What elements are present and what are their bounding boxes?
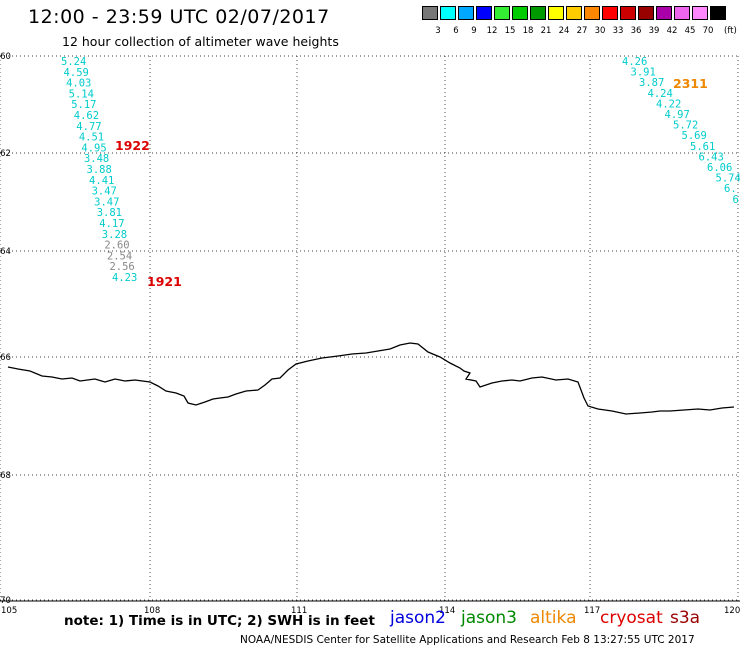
- wave-height-value: 2.60: [104, 240, 129, 252]
- wave-height-value: 3.91: [631, 67, 656, 79]
- wave-height-value: 6.06: [707, 162, 732, 174]
- scale-swatch: [584, 6, 600, 20]
- wave-height-value: 5.74: [716, 173, 740, 185]
- scale-label: 3: [435, 26, 441, 36]
- scale-swatch: [620, 6, 636, 20]
- scale-swatch: [530, 6, 546, 20]
- wave-height-value: 5.69: [682, 130, 707, 142]
- antarctic-coastline: [7, 342, 735, 415]
- wave-height-value: 3.88: [87, 164, 112, 176]
- wave-height-value: 2.54: [107, 250, 132, 262]
- scale-swatch: [692, 6, 708, 20]
- wave-height-value: 3.48: [84, 153, 109, 165]
- wave-height-value: 4.51: [79, 132, 104, 144]
- wave-height-value: 5.14: [69, 88, 94, 100]
- scale-swatch: [548, 6, 564, 20]
- lon-label: 111: [291, 606, 307, 616]
- wave-height-value: 4.24: [648, 88, 673, 100]
- lat-label: -60: [0, 52, 11, 62]
- scale-swatch: [494, 6, 510, 20]
- lat-label: -68: [0, 471, 11, 481]
- map-area: [0, 56, 740, 606]
- wave-height-value: 4.95: [81, 142, 106, 154]
- scale-label: 27: [576, 26, 588, 36]
- wave-height-value: 4.17: [99, 218, 124, 230]
- wave-height-value: 5.24: [61, 56, 86, 68]
- lat-label: -66: [0, 353, 11, 363]
- legend-altika: altika: [530, 608, 577, 628]
- wave-height-value: 3.28: [102, 229, 127, 241]
- scale-swatch: [476, 6, 492, 20]
- footer-credit: NOAA/NESDIS Center for Satellite Applica…: [240, 634, 695, 646]
- wave-height-value: 4.62: [74, 110, 99, 122]
- scale-label: 12: [486, 26, 498, 36]
- scale-label: 24: [558, 26, 570, 36]
- scale-label: 42: [666, 26, 678, 36]
- wave-height-value: 3.47: [92, 186, 117, 198]
- lon-label: 120: [724, 606, 740, 616]
- track-label-1922: 1922: [115, 138, 150, 153]
- wave-height-value: 3.47: [94, 196, 119, 208]
- wave-height-value: 4.22: [656, 98, 681, 110]
- lon-label: 105: [1, 606, 17, 616]
- scale-swatch: [458, 6, 474, 20]
- scale-swatch: [638, 6, 654, 20]
- scale-swatch: [710, 6, 726, 20]
- legend-jason3: jason3: [461, 608, 517, 628]
- lat-label: -62: [0, 149, 11, 159]
- scale-swatch: [674, 6, 690, 20]
- wave-height-value: 3.81: [97, 207, 122, 219]
- scale-label: 30: [594, 26, 606, 36]
- map-subtitle: 12 hour collection of altimeter wave hei…: [62, 34, 339, 49]
- map-title: 12:00 - 23:59 UTC 02/07/2017: [28, 6, 330, 28]
- wave-height-value: 6.43: [699, 151, 724, 163]
- scale-label: 39: [648, 26, 660, 36]
- scale-label: 36: [630, 26, 642, 36]
- wave-height-value: 6: [733, 194, 739, 206]
- wave-height-value: 5.17: [71, 99, 96, 111]
- wave-height-value: 2.56: [109, 261, 134, 273]
- note-text: note: 1) Time is in UTC; 2) SWH is in fe…: [64, 613, 375, 629]
- scale-swatch: [422, 6, 438, 20]
- scale-label: 18: [522, 26, 534, 36]
- scale-label: 9: [471, 26, 477, 36]
- wave-height-value: 4.77: [76, 121, 101, 133]
- legend-cryosat: cryosat: [600, 608, 663, 628]
- lat-label: -64: [0, 247, 11, 257]
- scale-label: 33: [612, 26, 624, 36]
- scale-swatch: [566, 6, 582, 20]
- scale-swatch: [602, 6, 618, 20]
- scale-label: 70: [702, 26, 714, 36]
- scale-label: 21: [540, 26, 552, 36]
- scale-label: 6: [453, 26, 459, 36]
- wave-height-value: 4.26: [622, 56, 647, 68]
- lon-label: 114: [439, 606, 455, 616]
- wave-height-value: 3.87: [639, 77, 664, 89]
- scale-unit: (ft): [724, 26, 737, 36]
- scale-label: 45: [684, 26, 696, 36]
- track-label-2311: 2311: [673, 76, 708, 91]
- wave-height-value: 4.41: [89, 175, 114, 187]
- wave-height-value: 6.: [724, 183, 737, 195]
- track-label-1921: 1921: [147, 274, 182, 289]
- wave-height-value: 4.03: [66, 78, 91, 90]
- scale-label: 15: [504, 26, 516, 36]
- wave-height-value: 4.97: [665, 109, 690, 121]
- wave-height-value: 5.61: [690, 141, 715, 153]
- scale-swatch: [656, 6, 672, 20]
- scale-swatch: [512, 6, 528, 20]
- wave-height-value: 4.23: [112, 272, 137, 284]
- lon-label: 117: [584, 606, 600, 616]
- wave-height-value: 4.59: [64, 67, 89, 79]
- legend-jason2: jason2: [390, 608, 446, 628]
- legend-s3a: s3a: [670, 608, 701, 628]
- wave-height-tracks: 5.244.594.035.145.174.624.774.514.953.48…: [61, 56, 740, 289]
- wave-height-value: 5.72: [673, 120, 698, 132]
- scale-swatch: [440, 6, 456, 20]
- lon-label: 108: [144, 606, 160, 616]
